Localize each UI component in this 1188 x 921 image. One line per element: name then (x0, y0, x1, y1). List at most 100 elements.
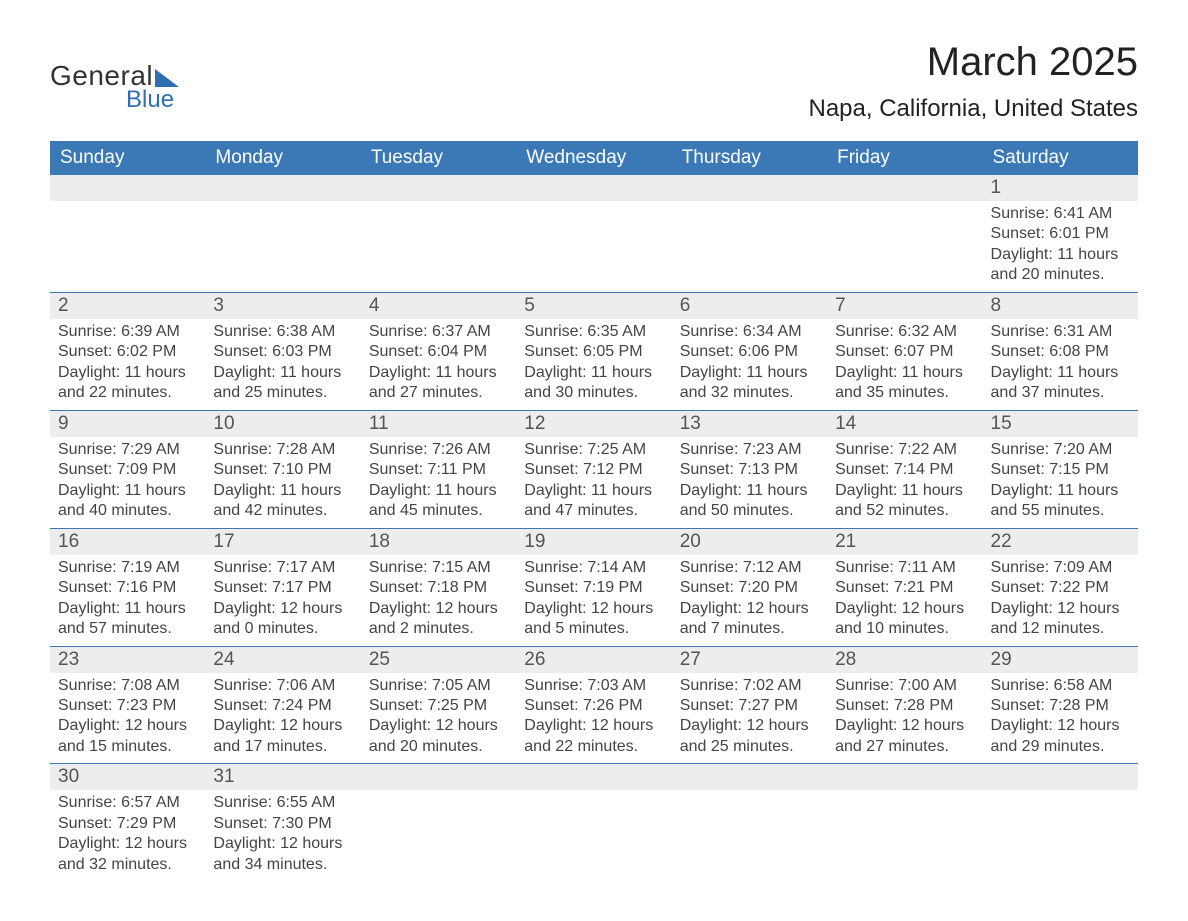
calendar-cell: 13Sunrise: 7:23 AMSunset: 7:13 PMDayligh… (672, 410, 827, 528)
location-text: Napa, California, United States (808, 95, 1138, 123)
calendar-cell: 20Sunrise: 7:12 AMSunset: 7:20 PMDayligh… (672, 528, 827, 646)
daylight-text-1: Daylight: 11 hours (524, 363, 663, 383)
calendar-cell: 26Sunrise: 7:03 AMSunset: 7:26 PMDayligh… (516, 646, 671, 764)
day-data: Sunrise: 7:22 AMSunset: 7:14 PMDaylight:… (827, 437, 982, 528)
sunrise-text: Sunrise: 6:39 AM (58, 322, 197, 342)
calendar-cell (361, 764, 516, 881)
sunset-text: Sunset: 7:09 PM (58, 460, 197, 480)
day-data: Sunrise: 7:20 AMSunset: 7:15 PMDaylight:… (983, 437, 1138, 528)
sunrise-text: Sunrise: 7:11 AM (835, 558, 974, 578)
daylight-text-2: and 55 minutes. (991, 501, 1130, 521)
calendar-cell: 29Sunrise: 6:58 AMSunset: 7:28 PMDayligh… (983, 646, 1138, 764)
sunrise-text: Sunrise: 7:14 AM (524, 558, 663, 578)
daylight-text-2: and 25 minutes. (213, 383, 352, 403)
sunrise-text: Sunrise: 7:19 AM (58, 558, 197, 578)
calendar-cell: 7Sunrise: 6:32 AMSunset: 6:07 PMDaylight… (827, 292, 982, 410)
calendar-cell: 31Sunrise: 6:55 AMSunset: 7:30 PMDayligh… (205, 764, 360, 881)
calendar-cell (516, 175, 671, 292)
day-number (516, 175, 671, 201)
sunset-text: Sunset: 7:22 PM (991, 578, 1130, 598)
daylight-text-2: and 22 minutes. (58, 383, 197, 403)
day-data: Sunrise: 7:25 AMSunset: 7:12 PMDaylight:… (516, 437, 671, 528)
calendar-cell: 4Sunrise: 6:37 AMSunset: 6:04 PMDaylight… (361, 292, 516, 410)
daylight-text-2: and 32 minutes. (680, 383, 819, 403)
sunset-text: Sunset: 6:07 PM (835, 342, 974, 362)
day-data (983, 790, 1138, 877)
daylight-text-1: Daylight: 12 hours (835, 599, 974, 619)
sunrise-text: Sunrise: 6:57 AM (58, 793, 197, 813)
daylight-text-2: and 10 minutes. (835, 619, 974, 639)
daylight-text-1: Daylight: 12 hours (524, 599, 663, 619)
calendar-cell (205, 175, 360, 292)
calendar-cell: 6Sunrise: 6:34 AMSunset: 6:06 PMDaylight… (672, 292, 827, 410)
day-number: 4 (361, 293, 516, 319)
sunrise-text: Sunrise: 7:05 AM (369, 676, 508, 696)
sunset-text: Sunset: 6:03 PM (213, 342, 352, 362)
sunrise-text: Sunrise: 6:38 AM (213, 322, 352, 342)
day-data (361, 201, 516, 288)
day-header: Monday (205, 141, 360, 175)
day-data: Sunrise: 6:55 AMSunset: 7:30 PMDaylight:… (205, 790, 360, 881)
daylight-text-2: and 27 minutes. (369, 383, 508, 403)
daylight-text-1: Daylight: 11 hours (524, 481, 663, 501)
calendar-cell (983, 764, 1138, 881)
sunset-text: Sunset: 7:11 PM (369, 460, 508, 480)
sunrise-text: Sunrise: 7:28 AM (213, 440, 352, 460)
calendar-cell (827, 175, 982, 292)
sunset-text: Sunset: 7:21 PM (835, 578, 974, 598)
day-number: 22 (983, 529, 1138, 555)
day-data: Sunrise: 7:28 AMSunset: 7:10 PMDaylight:… (205, 437, 360, 528)
brand-flag-icon (155, 69, 179, 87)
sunrise-text: Sunrise: 7:29 AM (58, 440, 197, 460)
day-data: Sunrise: 7:17 AMSunset: 7:17 PMDaylight:… (205, 555, 360, 646)
day-number: 6 (672, 293, 827, 319)
sunset-text: Sunset: 6:02 PM (58, 342, 197, 362)
calendar-cell: 19Sunrise: 7:14 AMSunset: 7:19 PMDayligh… (516, 528, 671, 646)
day-number: 3 (205, 293, 360, 319)
sunrise-text: Sunrise: 6:58 AM (991, 676, 1130, 696)
daylight-text-1: Daylight: 12 hours (369, 599, 508, 619)
sunset-text: Sunset: 7:23 PM (58, 696, 197, 716)
calendar-week-row: 2Sunrise: 6:39 AMSunset: 6:02 PMDaylight… (50, 292, 1138, 410)
daylight-text-1: Daylight: 11 hours (680, 481, 819, 501)
calendar-cell: 9Sunrise: 7:29 AMSunset: 7:09 PMDaylight… (50, 410, 205, 528)
day-data (516, 201, 671, 288)
day-number: 16 (50, 529, 205, 555)
sunrise-text: Sunrise: 7:23 AM (680, 440, 819, 460)
day-number: 25 (361, 647, 516, 673)
daylight-text-2: and 45 minutes. (369, 501, 508, 521)
sunrise-text: Sunrise: 6:32 AM (835, 322, 974, 342)
sunset-text: Sunset: 7:14 PM (835, 460, 974, 480)
daylight-text-1: Daylight: 12 hours (991, 716, 1130, 736)
day-number: 8 (983, 293, 1138, 319)
sunset-text: Sunset: 7:28 PM (835, 696, 974, 716)
calendar-cell: 27Sunrise: 7:02 AMSunset: 7:27 PMDayligh… (672, 646, 827, 764)
day-number (827, 764, 982, 790)
day-number: 13 (672, 411, 827, 437)
day-number: 23 (50, 647, 205, 673)
day-number: 11 (361, 411, 516, 437)
daylight-text-2: and 35 minutes. (835, 383, 974, 403)
calendar-cell: 23Sunrise: 7:08 AMSunset: 7:23 PMDayligh… (50, 646, 205, 764)
day-data (205, 201, 360, 288)
daylight-text-2: and 25 minutes. (680, 737, 819, 757)
day-number (672, 175, 827, 201)
daylight-text-2: and 42 minutes. (213, 501, 352, 521)
day-number: 27 (672, 647, 827, 673)
sunset-text: Sunset: 7:16 PM (58, 578, 197, 598)
daylight-text-2: and 2 minutes. (369, 619, 508, 639)
day-data: Sunrise: 6:37 AMSunset: 6:04 PMDaylight:… (361, 319, 516, 410)
day-number: 28 (827, 647, 982, 673)
calendar-week-row: 23Sunrise: 7:08 AMSunset: 7:23 PMDayligh… (50, 646, 1138, 764)
sunset-text: Sunset: 7:17 PM (213, 578, 352, 598)
sunrise-text: Sunrise: 7:06 AM (213, 676, 352, 696)
day-number: 9 (50, 411, 205, 437)
day-data: Sunrise: 7:11 AMSunset: 7:21 PMDaylight:… (827, 555, 982, 646)
sunrise-text: Sunrise: 7:25 AM (524, 440, 663, 460)
daylight-text-1: Daylight: 11 hours (213, 363, 352, 383)
day-data: Sunrise: 6:39 AMSunset: 6:02 PMDaylight:… (50, 319, 205, 410)
daylight-text-1: Daylight: 12 hours (680, 716, 819, 736)
daylight-text-2: and 29 minutes. (991, 737, 1130, 757)
day-data (50, 201, 205, 288)
day-data (672, 790, 827, 877)
